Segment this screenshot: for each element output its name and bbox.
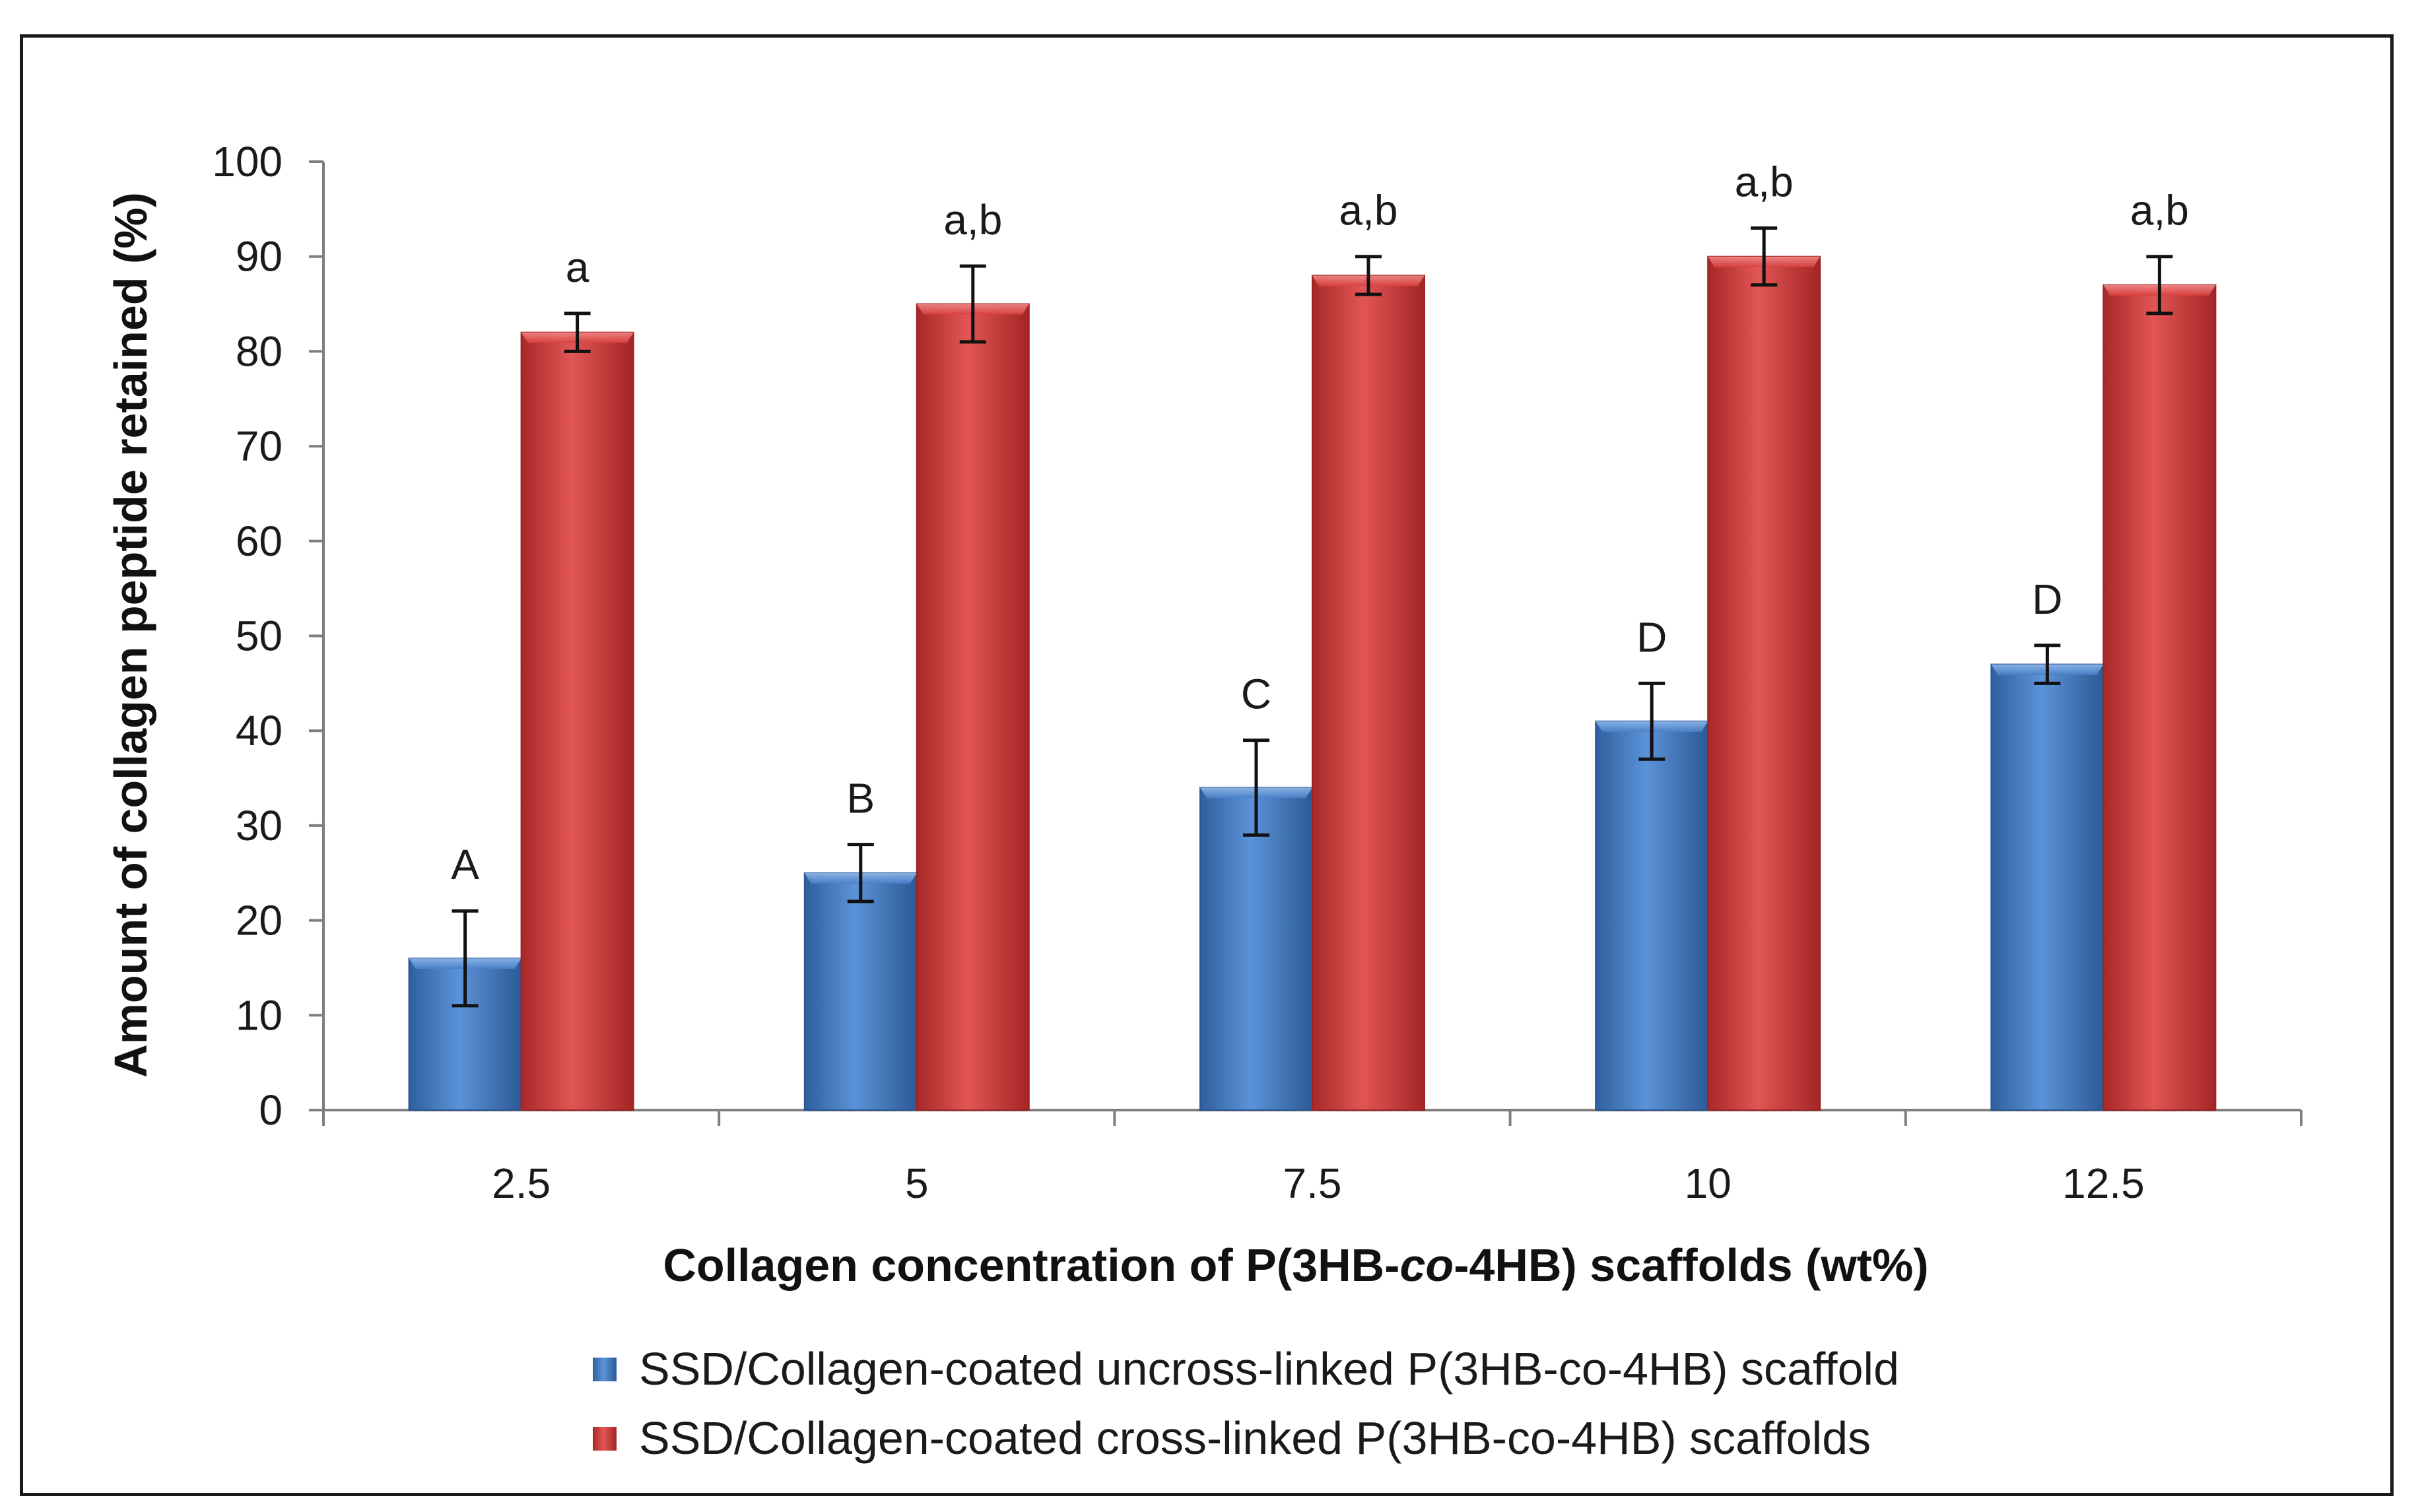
legend-entry-crosslinked: SSD/Collagen-coated cross-linked P(3HB-c… (593, 1412, 1871, 1464)
bar-group (2102, 255, 2217, 1111)
bar-group (1199, 739, 1313, 1111)
bar-group (1707, 226, 1821, 1111)
x-tick-label: 2.5 (492, 1160, 551, 1207)
legend-label-uncrosslinked: SSD/Collagen-coated uncross-linked P(3HB… (639, 1343, 1899, 1395)
legend-entry-uncrosslinked: SSD/Collagen-coated uncross-linked P(3HB… (593, 1343, 1899, 1395)
significance-label: A (451, 841, 479, 888)
bar-uncrosslinked (1595, 720, 1709, 1111)
y-tick-label: 20 (236, 897, 283, 944)
bar-group (803, 843, 918, 1111)
chart-frame (20, 34, 2394, 1496)
x-tick-label: 5 (905, 1160, 929, 1207)
bar-crosslinked (1707, 255, 1821, 1111)
bar-uncrosslinked (1199, 787, 1313, 1111)
bar-group (1312, 255, 1425, 1111)
bar-group (408, 909, 522, 1111)
significance-label: a,b (1735, 158, 1794, 206)
bar-crosslinked (520, 331, 634, 1111)
significance-label: a,b (2130, 187, 2189, 234)
y-tick-label: 60 (236, 517, 283, 565)
y-tick-label: 10 (236, 991, 283, 1039)
y-axis-title: Amount of collagen peptide retained (%) (105, 192, 156, 1078)
significance-label: a,b (1339, 187, 1398, 234)
significance-label: a,b (943, 196, 1002, 244)
legend-label-crosslinked: SSD/Collagen-coated cross-linked P(3HB-c… (639, 1412, 1871, 1464)
x-tick-label: 10 (1685, 1160, 1731, 1207)
y-tick-label: 30 (236, 802, 283, 849)
bars (408, 226, 2217, 1111)
y-tick-label: 80 (236, 327, 283, 375)
legend-swatch-red (593, 1427, 617, 1451)
significance-label: a (566, 244, 589, 291)
bar-group (1990, 643, 2104, 1111)
y-tick-label: 70 (236, 422, 283, 470)
bar-crosslinked (2102, 284, 2217, 1111)
y-tick-label: 50 (236, 612, 283, 660)
bar-crosslinked (1312, 275, 1425, 1111)
significance-label: C (1241, 671, 1271, 718)
x-axis-title: Collagen concentration of P(3HB-co-4HB) … (663, 1239, 1928, 1291)
y-tick-label: 90 (236, 233, 283, 280)
x-axis-title-part-2: -4HB) scaffolds (wt%) (1454, 1239, 1928, 1291)
y-tick-label: 0 (259, 1086, 283, 1134)
x-axis-title-italic: co (1399, 1239, 1454, 1291)
bar-group (1595, 681, 1709, 1111)
significance-label: B (846, 775, 875, 822)
bar-uncrosslinked (1990, 663, 2104, 1111)
x-axis-title-part-1: Collagen concentration of P(3HB- (663, 1239, 1399, 1291)
labels: A B C D Da a,b a,b a,b a,b (451, 158, 2189, 889)
significance-label: D (1636, 613, 1667, 661)
legend-swatch-blue (593, 1358, 617, 1381)
axes: 0 10 20 30 40 50 60 70 80 90 100 2.5 5 7.5 10 12.5 (212, 138, 2302, 1207)
y-tick-label: 100 (212, 138, 283, 185)
bar-uncrosslinked (803, 872, 918, 1111)
x-tick-label: 12.5 (2062, 1160, 2145, 1207)
bar-group (916, 264, 1030, 1111)
bar-group (520, 312, 634, 1111)
significance-label: D (2032, 575, 2062, 623)
y-tick-label: 40 (236, 707, 283, 754)
x-tick-label: 7.5 (1283, 1160, 1342, 1207)
bar-crosslinked (916, 303, 1030, 1111)
legend: SSD/Collagen-coated uncross-linked P(3HB… (593, 1343, 1899, 1464)
